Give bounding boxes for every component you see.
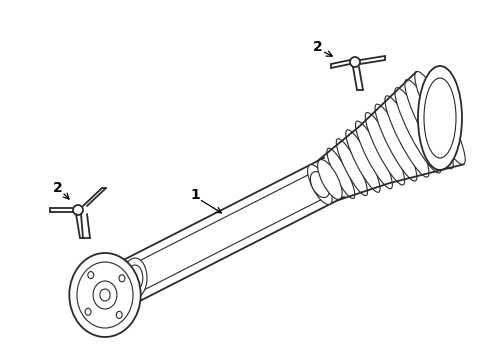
Ellipse shape [336,139,368,195]
Ellipse shape [350,57,360,67]
Ellipse shape [355,121,392,189]
Ellipse shape [310,172,329,198]
Text: 2: 2 [53,181,63,195]
Ellipse shape [127,265,143,291]
Ellipse shape [308,165,332,204]
Ellipse shape [119,275,125,282]
Ellipse shape [116,311,122,318]
Ellipse shape [88,271,94,279]
Text: 2: 2 [313,40,323,54]
Ellipse shape [85,308,91,315]
Ellipse shape [100,289,110,301]
Ellipse shape [415,71,465,165]
Ellipse shape [405,80,453,169]
Ellipse shape [123,258,147,298]
Ellipse shape [424,78,456,158]
Ellipse shape [318,160,341,199]
Ellipse shape [318,159,342,199]
Ellipse shape [77,262,133,328]
Ellipse shape [375,104,417,181]
Ellipse shape [327,148,355,198]
Text: 1: 1 [190,188,200,202]
Ellipse shape [346,130,380,192]
Ellipse shape [395,87,441,173]
Ellipse shape [73,205,83,215]
Ellipse shape [385,96,429,177]
Ellipse shape [69,253,141,337]
Ellipse shape [365,113,405,185]
Ellipse shape [418,66,462,170]
Ellipse shape [93,281,117,309]
